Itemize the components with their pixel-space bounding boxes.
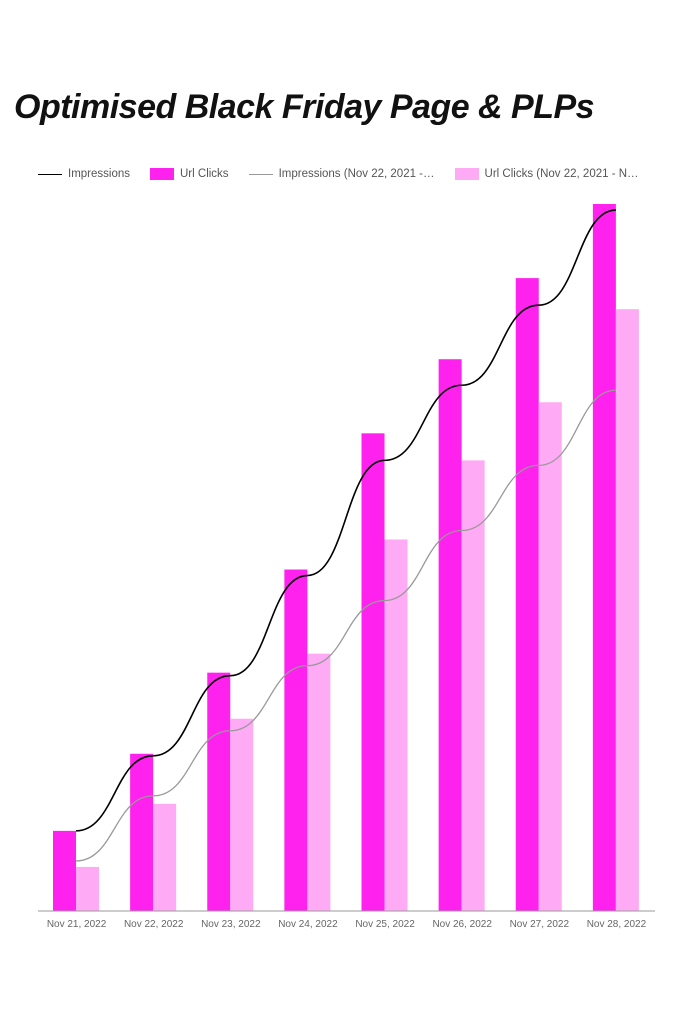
legend-url-clicks-swatch [150, 168, 174, 180]
bar-url-clicks-prev-7[interactable] [615, 309, 639, 911]
x-tick-labels: Nov 21, 2022 Nov 22, 2022 Nov 23, 2022 Nov … [47, 919, 647, 930]
x-tick-label: Nov 27, 2022 [510, 919, 570, 930]
bar-url-clicks-prev-3[interactable] [307, 653, 331, 911]
legend-impressions-prev-swatch [248, 173, 273, 175]
x-tick-label: Nov 22, 2022 [124, 919, 184, 930]
bar-url-clicks-1[interactable] [130, 753, 154, 911]
legend-impressions[interactable]: Impressions [38, 168, 130, 180]
bar-url-clicks-prev-4[interactable] [384, 539, 408, 911]
bar-url-clicks-prev-2[interactable] [230, 718, 254, 911]
bar-url-clicks-2[interactable] [207, 672, 231, 911]
x-tick-label: Nov 23, 2022 [201, 919, 261, 930]
x-tick-label: Nov 28, 2022 [587, 919, 647, 930]
x-tick-label: Nov 25, 2022 [355, 919, 415, 930]
bar-url-clicks-7[interactable] [592, 204, 616, 912]
bar-url-clicks-0[interactable] [53, 830, 76, 911]
legend-impressions-prev[interactable]: Impressions (Nov 22, 2021 -… [248, 168, 435, 180]
legend-url-clicks-prev-swatch [454, 168, 479, 180]
bar-url-clicks-prev-5[interactable] [461, 460, 485, 911]
bar-url-clicks-prev-1[interactable] [153, 803, 177, 911]
chart-title: Optimised Black Friday Page & PLPs [14, 88, 595, 126]
x-tick-label: Nov 21, 2022 [47, 919, 107, 930]
bar-url-clicks-prev-0[interactable] [76, 866, 99, 911]
x-tick-label: Nov 26, 2022 [432, 919, 492, 930]
chart-legend: Impressions Url Clicks Impressions (Nov … [38, 164, 639, 184]
legend-impressions-swatch [38, 173, 62, 175]
bar-url-clicks-3[interactable] [284, 569, 308, 911]
bars-layer [53, 204, 639, 912]
bar-url-clicks-4[interactable] [361, 433, 385, 911]
lines-layer [75, 209, 616, 862]
line-impressions-prev[interactable] [75, 389, 616, 862]
bar-url-clicks-prev-6[interactable] [538, 402, 562, 911]
x-tick-label: Nov 24, 2022 [278, 919, 338, 930]
legend-url-clicks[interactable]: Url Clicks [150, 168, 229, 180]
bar-url-clicks-6[interactable] [515, 278, 539, 911]
bar-url-clicks-5[interactable] [438, 359, 462, 911]
line-impressions[interactable] [75, 209, 616, 832]
legend-url-clicks-prev[interactable]: Url Clicks (Nov 22, 2021 - N… [454, 168, 639, 180]
